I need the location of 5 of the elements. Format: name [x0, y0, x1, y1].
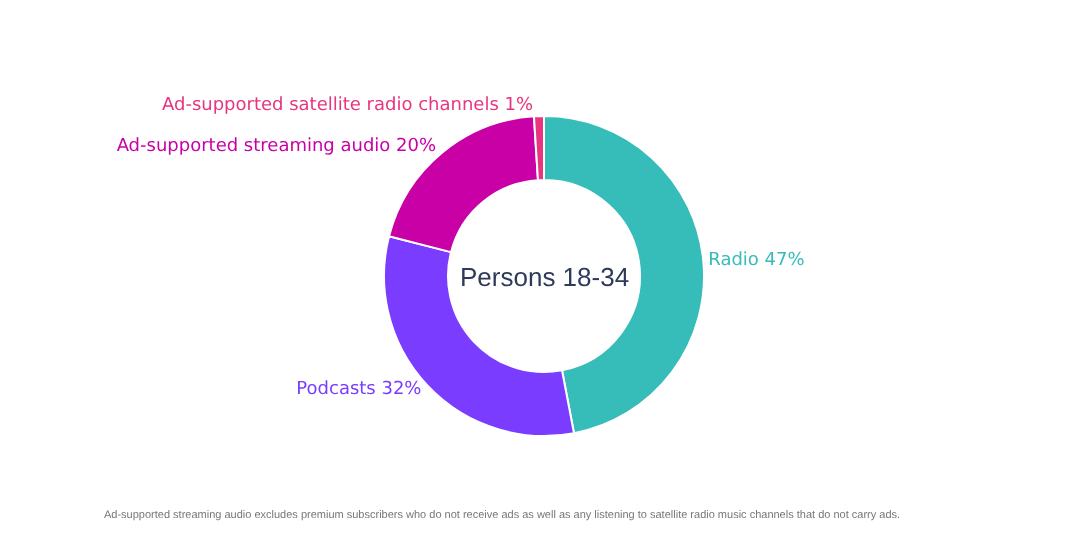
slice-label: Ad-supported streaming audio 20%	[116, 136, 438, 157]
slice-label: Ad-supported satellite radio channels 1%	[161, 96, 534, 117]
slice-label: Podcasts 32%	[296, 380, 423, 401]
slice-label: Radio 47%	[708, 250, 806, 271]
text: Persons 18-34	[460, 262, 630, 292]
